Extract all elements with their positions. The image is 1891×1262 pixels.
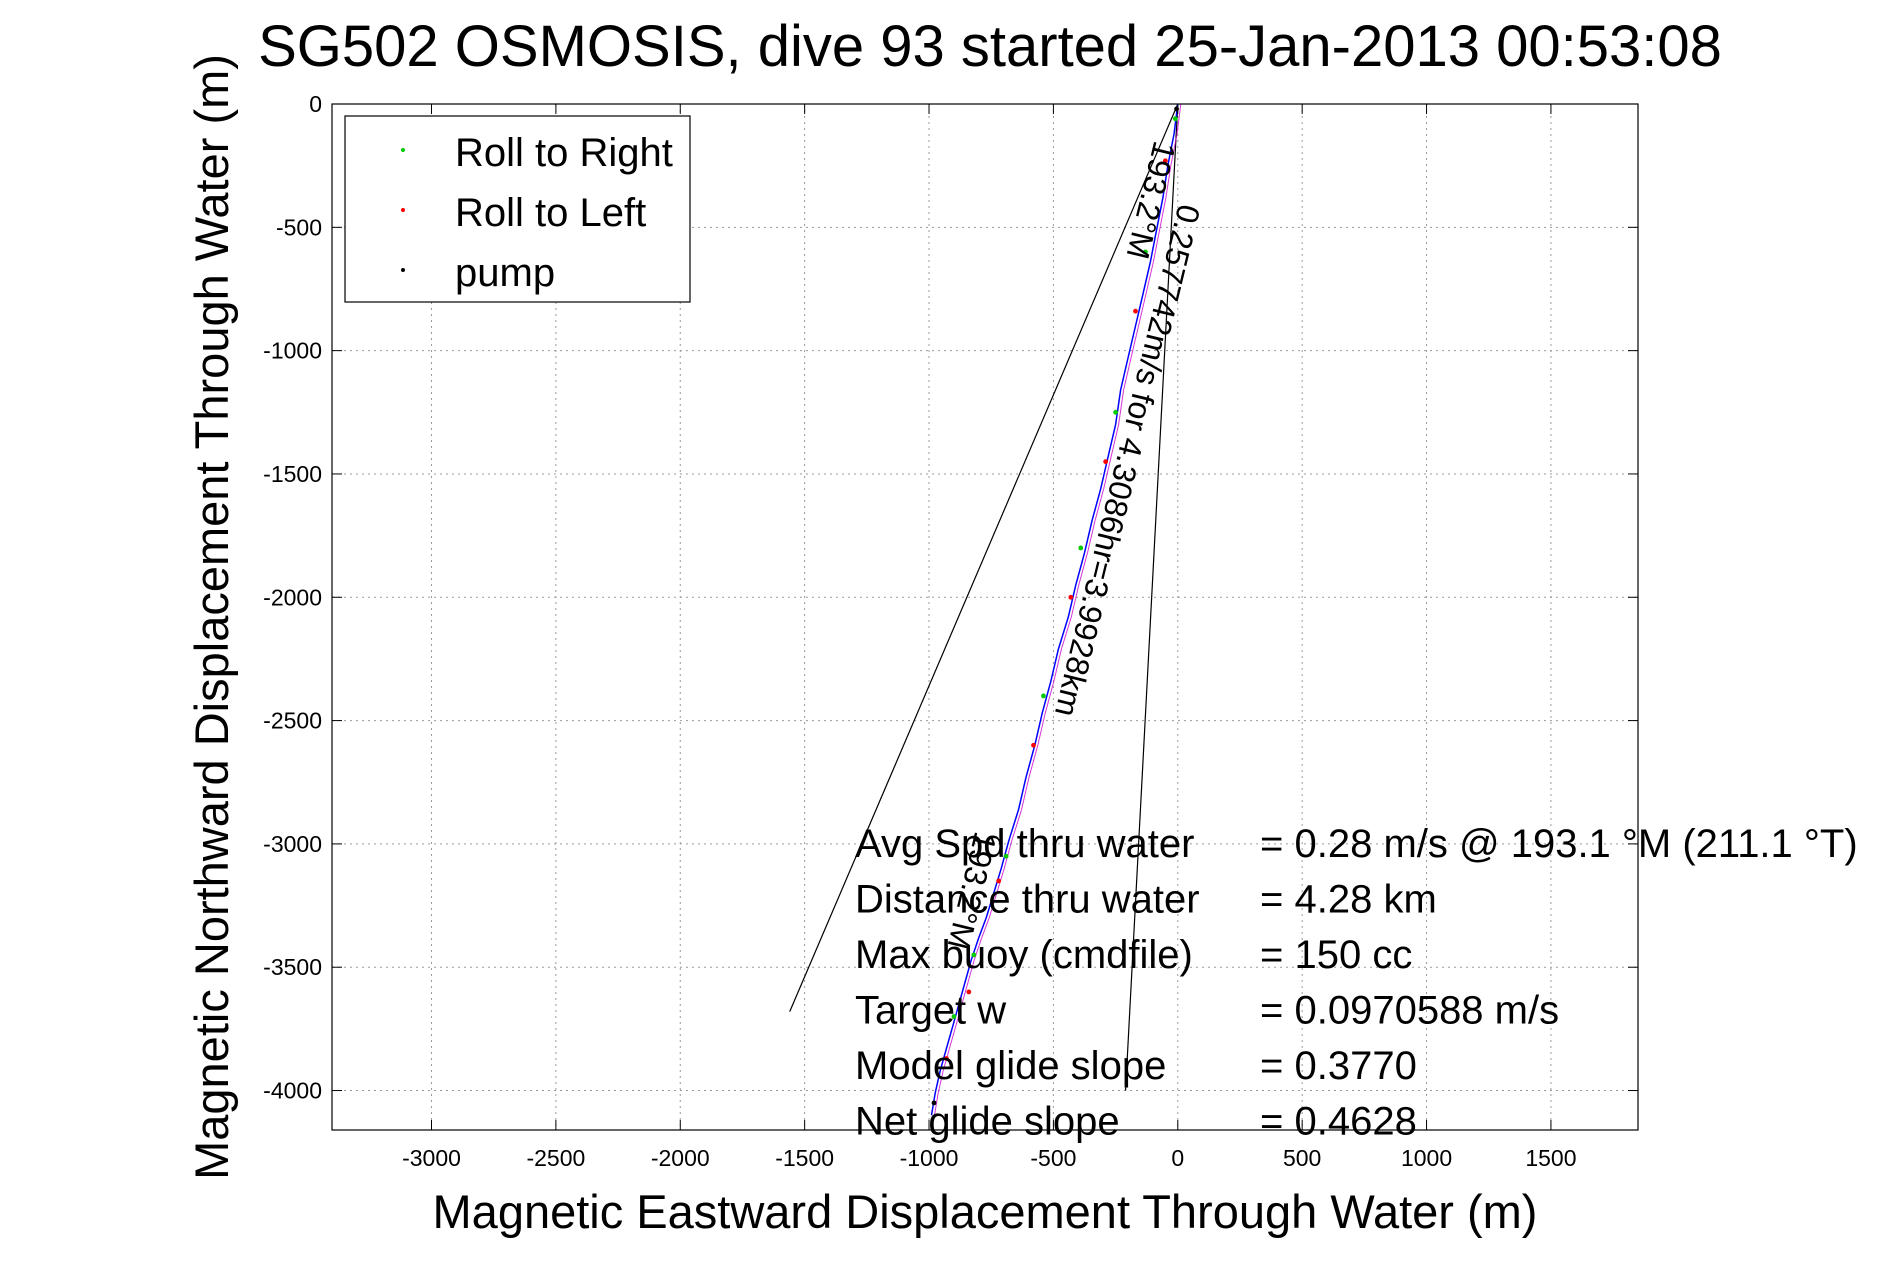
roll-right-marker [1143,249,1148,255]
y-tick-label: 0 [309,91,322,117]
stat-label: Max buoy (cmdfile) [855,933,1193,977]
roll-left-marker [1103,459,1109,465]
x-tick-label: 1000 [1401,1145,1452,1171]
stat-value: = 150 cc [1260,933,1412,977]
x-tick-label: 500 [1283,1145,1321,1171]
stat-label: Avg Spd thru water [855,822,1194,866]
roll-right-marker [1078,545,1084,551]
roll-right-marker [1003,853,1009,859]
x-tick-label: 0 [1171,1145,1184,1171]
y-tick-label: -500 [276,214,322,240]
roll-left-marker [1068,594,1074,600]
roll-right-marker [1041,693,1046,699]
x-axis-label: Magnetic Eastward Displacement Through W… [433,1185,1538,1238]
roll-left-marker [996,878,1002,884]
x-tick-label: -2500 [526,1145,585,1171]
y-tick-label: -1500 [263,461,322,487]
stat-label: Net glide slope [855,1100,1120,1144]
x-tick-label: -3000 [402,1145,461,1171]
roll-left-marker [966,989,972,995]
x-tick-label: 1500 [1525,1145,1576,1171]
legend-marker [401,148,405,152]
y-tick-label: -3500 [263,954,322,980]
roll-left-marker [1133,308,1138,314]
y-axis-label: Magnetic Northward Displacement Through … [185,54,238,1180]
track-line [930,103,1179,1116]
legend-marker [401,208,405,212]
track-line-secondary [934,103,1182,1116]
y-tick-label: -2500 [263,708,322,734]
stat-value: = 4.28 km [1260,878,1437,922]
pump-marker [931,1100,937,1106]
stat-value: = 0.4628 [1260,1100,1417,1144]
stat-label: Model glide slope [855,1044,1166,1088]
stat-value: = 0.28 m/s @ 193.1 °M (211.1 °T) [1260,822,1858,866]
roll-right-marker [971,952,977,958]
stat-label: Distance thru water [855,878,1200,922]
chart-title: SG502 OSMOSIS, dive 93 started 25-Jan-20… [258,14,1722,79]
x-tick-label: -1000 [900,1145,959,1171]
track-markers [931,106,1179,1106]
legend-entry: pump [455,251,555,295]
legend: Roll to Right Roll to Left pump [344,115,691,303]
x-tick-label: -500 [1030,1145,1076,1171]
plot-frame [331,103,1639,1131]
roll-right-marker [1172,116,1178,122]
stats-block: Avg Spd thru water = 0.28 m/s @ 193.1 °M … [855,822,1858,1144]
heading-lines [789,103,1179,1091]
y-tick-label: -1000 [263,338,322,364]
roll-left-marker [944,1056,949,1061]
x-tick-label: -1500 [775,1145,834,1171]
heading-line [789,103,1179,1012]
legend-entry: Roll to Left [455,191,646,235]
x-tick-label: -2000 [651,1145,710,1171]
legend-marker [401,268,405,272]
roll-left-marker [1031,742,1036,748]
y-tick-label: -3000 [263,831,322,857]
heading-line [1124,103,1179,1091]
axis-ticks: -3000 -2500 -2000 -1500 -1000 -500 0 500 1000 150… [263,91,1638,1171]
stat-value: = 0.0970588 m/s [1260,989,1559,1033]
roll-right-marker [1113,409,1118,415]
glider-track [930,103,1182,1116]
stat-value: = 0.3770 [1260,1044,1417,1088]
roll-right-marker [951,1014,957,1019]
y-tick-label: -2000 [263,584,322,610]
stat-label: Target w [855,989,1006,1033]
legend-entry: Roll to Right [455,131,673,175]
roll-left-marker [1162,158,1168,164]
y-tick-label: -4000 [263,1078,322,1104]
